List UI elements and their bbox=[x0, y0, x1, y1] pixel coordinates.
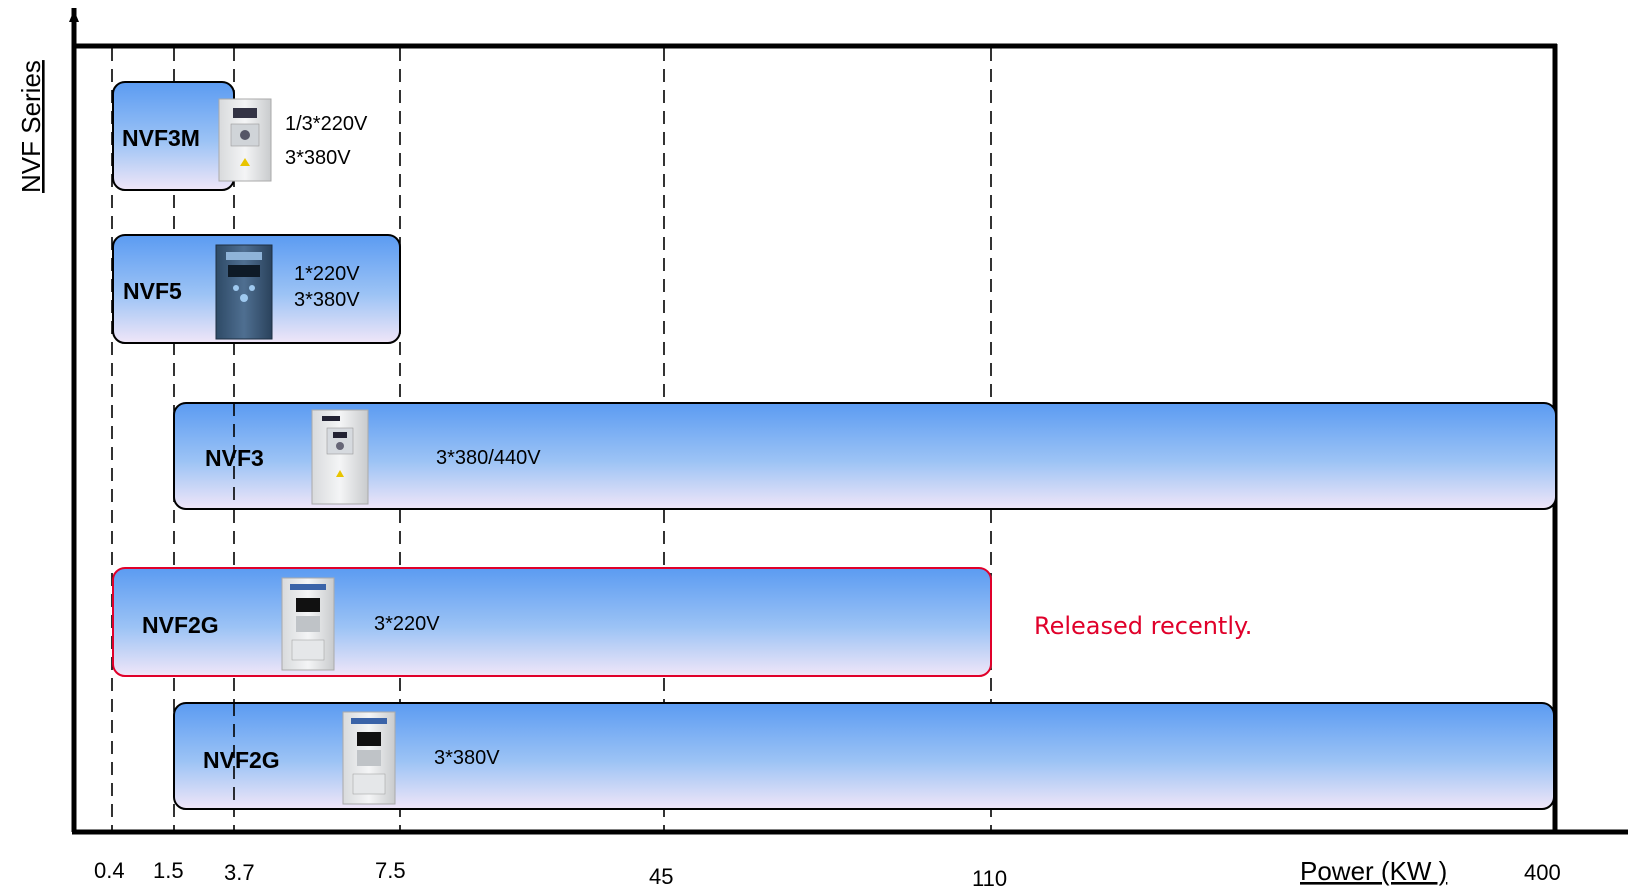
bar-nvf2g-380v: NVF2G 3*380V bbox=[173, 702, 1555, 810]
tick-label: 45 bbox=[649, 864, 673, 889]
voltage-label: 3*380/440V bbox=[436, 447, 541, 469]
inverter-device-icon bbox=[218, 98, 272, 182]
chart-frame bbox=[69, 8, 1628, 835]
bar-nvf3: NVF3 3*380/440V bbox=[173, 402, 1557, 510]
tick-label: 0.4 bbox=[94, 858, 125, 883]
bar-rect bbox=[173, 402, 1557, 510]
voltage-label: 1*220V bbox=[294, 263, 360, 285]
bar-nvf5: NVF5 1*220V 3*380V bbox=[112, 234, 401, 344]
bar-rect bbox=[173, 702, 1555, 810]
bar-name: NVF2G bbox=[142, 612, 219, 638]
inverter-device-icon bbox=[281, 577, 335, 671]
y-axis-arrow-icon bbox=[69, 10, 79, 22]
tick-label: 400 bbox=[1524, 860, 1561, 885]
bar-rect bbox=[112, 567, 992, 677]
tick-label: 110 bbox=[972, 866, 1007, 889]
y-axis-label: NVF Series bbox=[16, 60, 46, 193]
voltage-label: 1/3*220V bbox=[285, 113, 368, 135]
tick-label: 7.5 bbox=[375, 858, 406, 883]
bar-nvf3m: NVF3M 1/3*220V 3*380V bbox=[112, 81, 368, 191]
inverter-device-icon bbox=[342, 711, 396, 805]
bar-name: NVF2G bbox=[203, 747, 280, 773]
x-axis-label: Power (KW ) bbox=[1300, 856, 1447, 886]
inverter-device-icon bbox=[311, 409, 369, 505]
voltage-label: 3*380V bbox=[294, 289, 360, 311]
bar-name: NVF3M bbox=[122, 125, 200, 151]
x-tick-labels: 0.4 1.5 3.7 7.5 45 110 400 bbox=[94, 858, 1561, 889]
released-recently-note: Released recently. bbox=[1034, 612, 1252, 640]
voltage-label: 3*220V bbox=[374, 613, 440, 635]
voltage-label: 3*380V bbox=[285, 147, 351, 169]
tick-label: 1.5 bbox=[153, 858, 184, 883]
voltage-label: 3*380V bbox=[434, 747, 500, 769]
bar-nvf2g-220v: NVF2G 3*220V Released recently. bbox=[112, 567, 1252, 677]
bar-name: NVF5 bbox=[123, 278, 182, 304]
inverter-device-icon bbox=[215, 244, 273, 340]
tick-label: 3.7 bbox=[224, 860, 255, 885]
